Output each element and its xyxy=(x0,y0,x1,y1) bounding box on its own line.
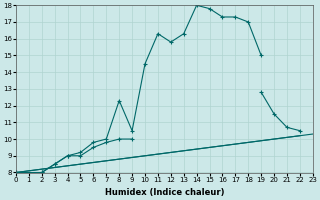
X-axis label: Humidex (Indice chaleur): Humidex (Indice chaleur) xyxy=(105,188,224,197)
